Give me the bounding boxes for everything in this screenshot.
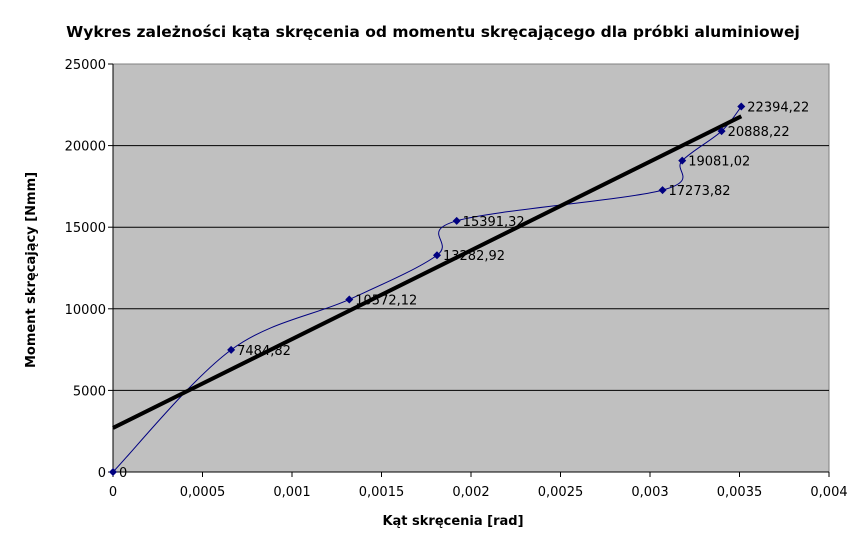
data-label: 20888,22 xyxy=(728,125,790,140)
data-point xyxy=(737,102,746,111)
y-axis-title: Moment skręcający [Nmm] xyxy=(24,172,39,368)
data-label: 0 xyxy=(119,466,127,481)
x-tick-label: 0,002 xyxy=(452,485,489,500)
y-tick-label: 10000 xyxy=(65,303,106,318)
x-axis-title: Kąt skręcenia [rad] xyxy=(382,514,523,529)
data-label: 7484,82 xyxy=(237,344,291,359)
data-point xyxy=(109,468,117,476)
trendline xyxy=(112,114,743,430)
data-point xyxy=(345,295,354,304)
data-point xyxy=(432,251,441,260)
x-tick-label: 0,004 xyxy=(810,485,847,500)
x-tick-label: 0,001 xyxy=(273,485,310,500)
data-label: 22394,22 xyxy=(747,101,809,116)
data-label: 15391,32 xyxy=(463,215,525,230)
data-label: 13282,92 xyxy=(443,249,505,264)
data-point xyxy=(227,345,236,354)
data-point xyxy=(717,127,726,136)
y-tick-label: 20000 xyxy=(65,140,106,155)
x-tick-label: 0,003 xyxy=(631,485,668,500)
data-label: 19081,02 xyxy=(688,155,750,170)
data-point xyxy=(678,156,687,165)
x-tick-label: 0,0015 xyxy=(359,485,405,500)
x-tick-label: 0,0025 xyxy=(538,485,584,500)
x-tick-label: 0,0005 xyxy=(180,485,226,500)
data-label: 17273,82 xyxy=(669,184,731,199)
x-tick-label: 0 xyxy=(109,485,117,500)
y-tick-label: 15000 xyxy=(65,221,106,236)
data-point xyxy=(658,186,667,195)
data-point xyxy=(452,216,461,225)
x-tick-label: 0,0035 xyxy=(717,485,763,500)
y-tick-label: 25000 xyxy=(65,58,106,73)
y-tick-label: 5000 xyxy=(73,384,106,399)
chart-title: Wykres zależności kąta skręcenia od mome… xyxy=(66,23,800,41)
data-label: 10572,12 xyxy=(355,293,417,308)
y-tick-label: 0 xyxy=(98,466,106,481)
